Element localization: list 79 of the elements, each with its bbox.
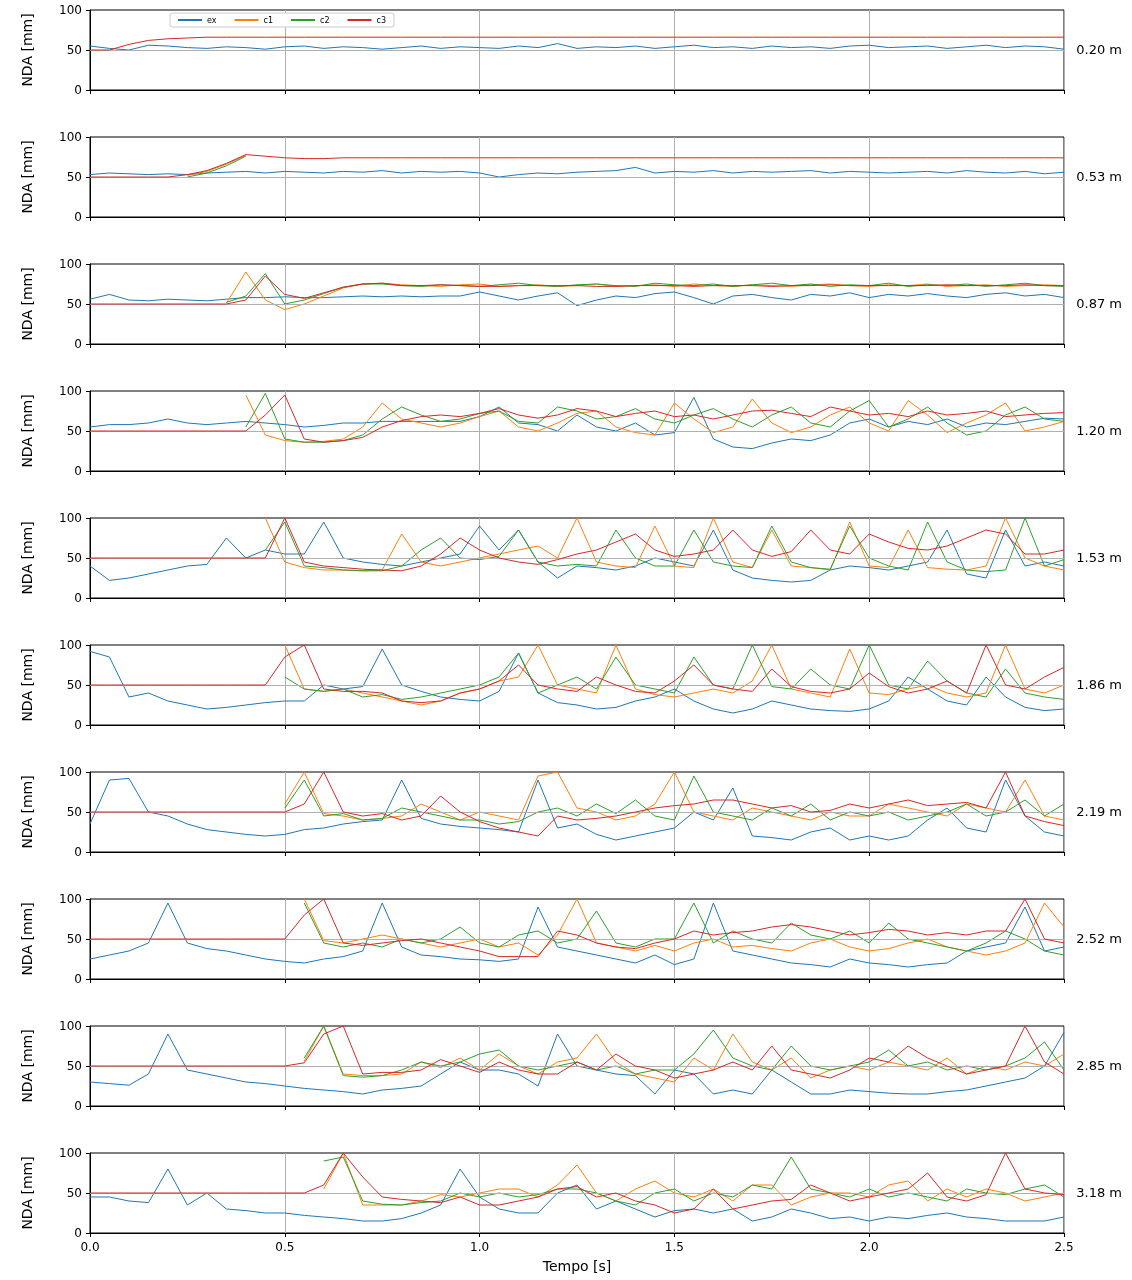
y-tick-label: 50 (66, 805, 82, 819)
legend-label: c2 (320, 15, 330, 25)
text: 1.20 m (1076, 423, 1123, 438)
y-tick-label: 50 (66, 1186, 82, 1200)
y-tick-label: 0 (74, 210, 82, 224)
y-tick-label: 100 (59, 765, 82, 779)
y-tick-label: 100 (59, 511, 82, 525)
line-series (89, 521, 1065, 583)
y-tick-label: 100 (59, 384, 82, 398)
line-series (89, 291, 1065, 307)
text: 0.87 m (1076, 296, 1123, 311)
y-axis-title: NDA [mm] (19, 140, 35, 214)
line-series (89, 644, 1065, 704)
y-axis-title: NDA [mm] (19, 394, 35, 468)
x-tick-label: 0.0 (80, 1240, 100, 1254)
y-axis-title: NDA [mm] (19, 902, 35, 976)
line-series (89, 1152, 1065, 1214)
line-series (89, 898, 1065, 958)
y-tick-label: 100 (59, 1019, 82, 1033)
text: 2.52 m (1076, 931, 1123, 946)
text: 2.19 m (1076, 804, 1123, 819)
y-tick-label: 0 (74, 1226, 82, 1240)
y-tick-label: 50 (66, 43, 82, 57)
y-tick-label: 50 (66, 170, 82, 184)
x-tick-label: 2.0 (859, 1240, 879, 1254)
text: 0.20 m (1076, 42, 1123, 57)
y-axis-title: NDA [mm] (19, 1156, 35, 1230)
line-series (89, 394, 1065, 443)
y-tick-label: 0 (74, 972, 82, 986)
y-axis-title: NDA [mm] (19, 1029, 35, 1103)
y-tick-label: 50 (66, 932, 82, 946)
line-series (89, 902, 1065, 968)
text: 1.86 m (1076, 677, 1123, 692)
text: 2.85 m (1076, 1058, 1123, 1073)
y-axis-title: NDA [mm] (19, 521, 35, 595)
y-tick-label: 0 (74, 464, 82, 478)
y-tick-label: 50 (66, 424, 82, 438)
line-series (89, 275, 1065, 305)
y-axis-title: NDA [mm] (19, 13, 35, 87)
line-series (89, 43, 1065, 51)
text: 1.53 m (1076, 550, 1123, 565)
y-tick-label: 100 (59, 130, 82, 144)
text: 3.18 m (1076, 1185, 1123, 1200)
x-axis-title: Tempo [s] (541, 1258, 612, 1274)
x-tick-label: 2.5 (1054, 1240, 1074, 1254)
y-tick-label: 0 (74, 337, 82, 351)
line-series (89, 1168, 1065, 1222)
y-tick-label: 0 (74, 591, 82, 605)
line-series (89, 648, 1065, 714)
y-tick-label: 0 (74, 1099, 82, 1113)
y-tick-label: 50 (66, 297, 82, 311)
line-series (89, 517, 1065, 572)
line-series (89, 1031, 1065, 1095)
y-tick-label: 0 (74, 718, 82, 732)
y-tick-label: 0 (74, 83, 82, 97)
y-tick-label: 0 (74, 845, 82, 859)
y-tick-label: 100 (59, 892, 82, 906)
legend-label: ex (207, 15, 217, 25)
y-tick-label: 100 (59, 638, 82, 652)
y-axis-title: NDA [mm] (19, 267, 35, 341)
x-tick-label: 1.0 (470, 1240, 490, 1254)
y-axis-title: NDA [mm] (19, 775, 35, 849)
y-tick-label: 100 (59, 3, 82, 17)
y-tick-label: 50 (66, 1059, 82, 1073)
line-series (89, 1025, 1065, 1079)
line-series (89, 166, 1065, 178)
y-tick-label: 50 (66, 551, 82, 565)
legend-label: c1 (263, 15, 274, 25)
y-tick-label: 100 (59, 1146, 82, 1160)
x-tick-label: 1.5 (664, 1240, 684, 1254)
line-series (89, 36, 1065, 51)
line-series (89, 396, 1065, 450)
text: 0.53 m (1076, 169, 1123, 184)
y-tick-label: 50 (66, 678, 82, 692)
legend-label: c3 (376, 15, 386, 25)
x-tick-label: 0.5 (275, 1240, 295, 1254)
y-tick-label: 100 (59, 257, 82, 271)
line-series (89, 154, 1065, 178)
y-axis-title: NDA [mm] (19, 648, 35, 722)
